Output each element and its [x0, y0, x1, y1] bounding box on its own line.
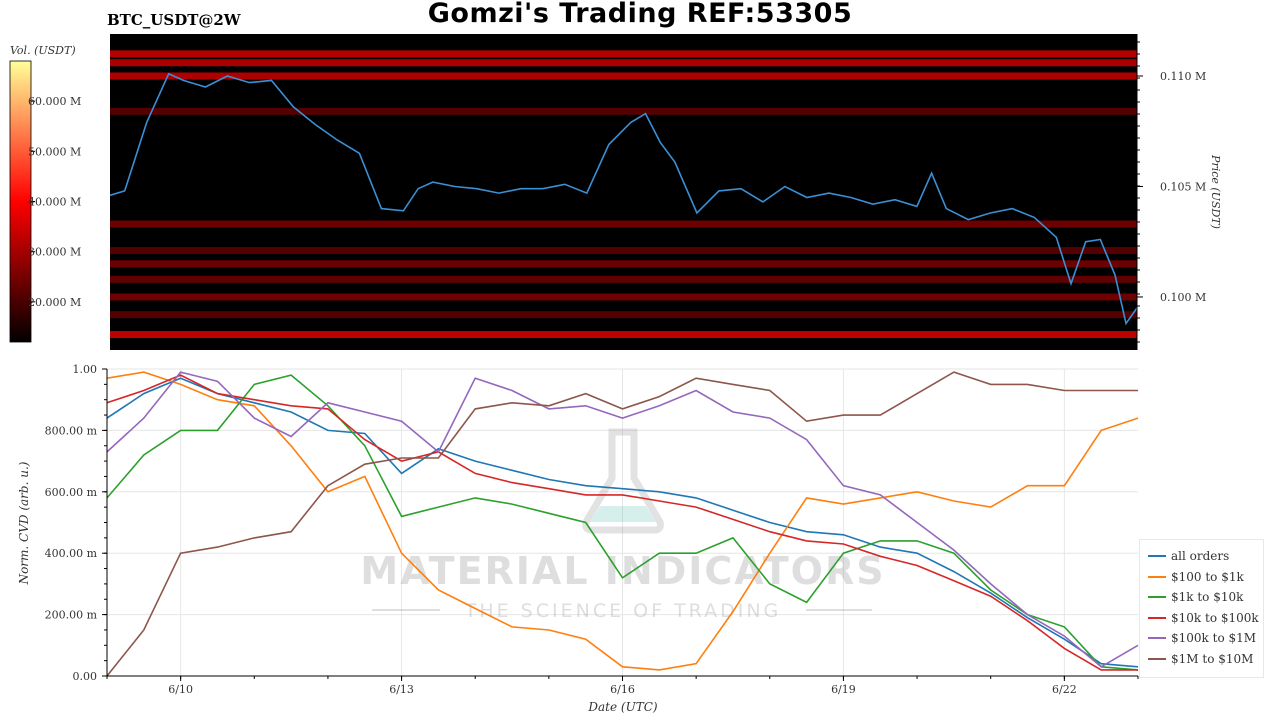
- liquidity-band: [110, 331, 1137, 339]
- legend-swatch: [1148, 657, 1166, 660]
- liquidity-band: [110, 275, 1137, 283]
- x-tick-label: 6/10: [168, 683, 193, 696]
- price-line: [109, 72, 1138, 326]
- legend-label: $100k to $1M: [1171, 631, 1257, 645]
- y-tick-label: 0.00: [73, 670, 98, 683]
- legend-swatch: [1148, 596, 1166, 598]
- x-tick-label: 6/19: [831, 683, 856, 696]
- liquidity-band: [110, 311, 1137, 319]
- series-line: [106, 371, 1138, 677]
- x-tick-label: 6/13: [389, 683, 414, 696]
- series-line: [106, 371, 1139, 671]
- watermark: MATERIAL INDICATORS THE SCIENCE OF TRADIN…: [360, 428, 885, 622]
- watermark-tagline: THE SCIENCE OF TRADING: [464, 600, 782, 622]
- colorbar-tick-label: 40.000 M: [28, 196, 81, 209]
- legend-swatch: [1148, 555, 1166, 557]
- price-tick-label: 0.100 M: [1160, 291, 1206, 304]
- legend-label: $100 to $1k: [1171, 569, 1244, 584]
- legend-label: $1M to $10M: [1171, 651, 1254, 666]
- x-tick-label: 6/16: [610, 683, 635, 696]
- legend-swatch: [1148, 616, 1166, 619]
- y-axis-label: Norm. CVD (arb. u.): [17, 461, 31, 585]
- price-axis-label: Price (USDT): [1209, 154, 1222, 229]
- liquidity-band: [110, 50, 1137, 58]
- legend-item: $10k to $100k: [1148, 609, 1259, 627]
- series-line: [106, 374, 1138, 671]
- series-line: [106, 371, 1139, 668]
- price-tick-label: 0.105 M: [1160, 180, 1206, 193]
- liquidity-band: [110, 59, 1137, 67]
- liquidity-band: [110, 72, 1137, 80]
- page-title: Gomzi's Trading REF:53305: [427, 0, 853, 29]
- legend-item: $1k to $10k: [1148, 588, 1243, 606]
- y-tick-label: 800.00 m: [45, 424, 98, 437]
- legend-label: $10k to $100k: [1171, 610, 1259, 625]
- legend-item: $100k to $1M: [1148, 629, 1256, 647]
- colorbar-label: Vol. (USDT): [10, 44, 76, 57]
- pair-label: BTC_USDT@2W: [107, 11, 241, 29]
- legend: all orders $100 to $1k $1k to $10k $10k to …: [1139, 539, 1264, 678]
- legend-label: all orders: [1171, 549, 1230, 563]
- flask-liquid-icon: [590, 506, 656, 522]
- colorbar-tick-label: 50.000 M: [28, 145, 81, 158]
- liquidity-band: [110, 293, 1137, 301]
- liquidity-band: [110, 220, 1137, 228]
- series-line: [106, 374, 1139, 671]
- liquidity-band: [110, 247, 1137, 255]
- price-tick-label: 0.110 M: [1160, 70, 1206, 83]
- colorbar-tick-label: 20.000 M: [28, 296, 81, 309]
- legend-item: all orders: [1148, 547, 1229, 565]
- y-tick-label: 1.00: [73, 363, 98, 376]
- flask-icon: [582, 428, 664, 534]
- legend-item: $100 to $1k: [1148, 568, 1244, 586]
- y-tick-label: 400.00 m: [45, 547, 98, 560]
- heatmap-chart: 0.100 M 0.105 M 0.110 M Price (USDT) 20.000 …: [9, 34, 1222, 350]
- y-tick-label: 600.00 m: [45, 486, 98, 499]
- legend-swatch: [1148, 637, 1166, 639]
- liquidity-band: [110, 260, 1137, 268]
- x-tick-label: 6/22: [1052, 683, 1077, 696]
- legend-item: $1M to $10M: [1148, 650, 1253, 668]
- colorbar-tick-label: 30.000 M: [28, 246, 81, 259]
- legend-swatch: [1148, 575, 1166, 578]
- legend-label: $1k to $10k: [1171, 590, 1244, 604]
- colorbar-tick-label: 60.000 M: [28, 95, 81, 108]
- liquidity-band: [110, 107, 1137, 115]
- watermark-brand: MATERIAL INDICATORS: [360, 549, 885, 593]
- series-line: [106, 377, 1139, 668]
- x-axis-label: Date (UTC): [587, 700, 657, 714]
- y-tick-label: 200.00 m: [45, 609, 98, 622]
